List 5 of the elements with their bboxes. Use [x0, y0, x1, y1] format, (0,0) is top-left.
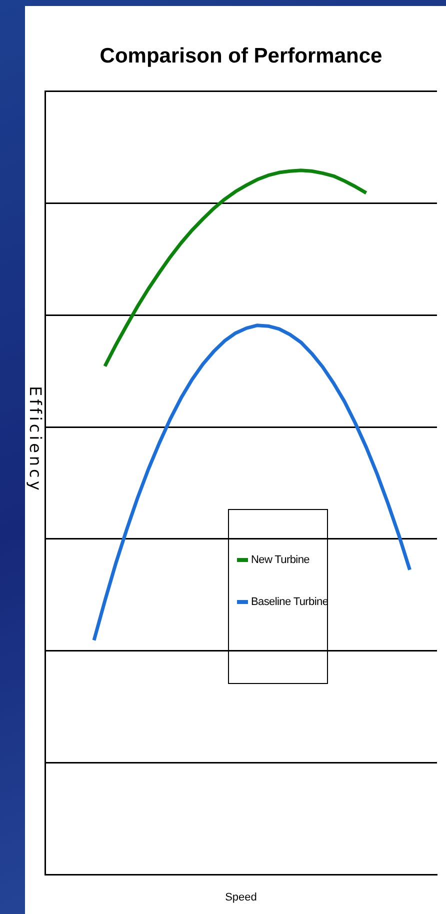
chart-title: Comparison of Performance — [100, 44, 382, 68]
legend-label: New Turbine — [251, 554, 310, 566]
y-axis-title: Efficiency — [25, 386, 45, 494]
legend-label: Baseline Turbine — [251, 596, 328, 608]
x-axis-title: Speed — [225, 891, 257, 904]
